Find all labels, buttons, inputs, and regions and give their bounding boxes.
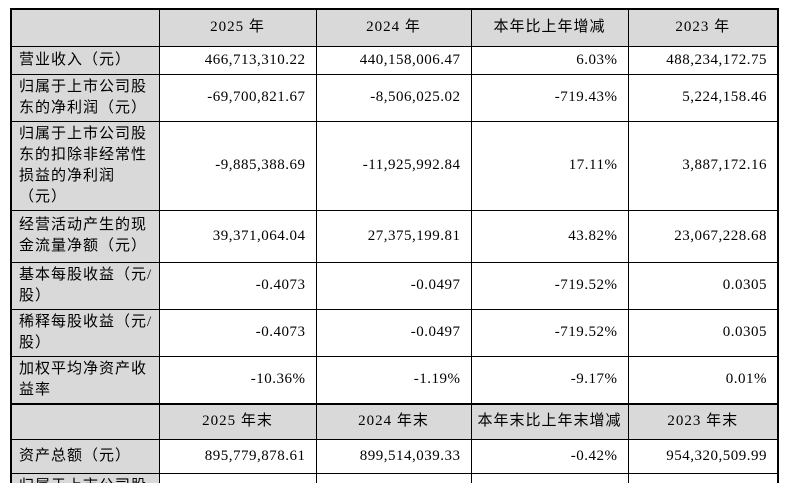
table2-header-end-change: 本年末比上年末增减 [470,402,629,440]
table-row-operating-cash-flow: 经营活动产生的现金流量净额（元） 39,371,064.04 27,375,19… [10,209,779,263]
table-row-net-profit: 归属于上市公司股东的净利润（元） -69,700,821.67 -8,506,0… [10,73,779,122]
cell-value: -11,925,992.84 [315,120,472,211]
cell-value: -0.4073 [158,261,317,310]
table1-header-2025: 2025 年 [158,8,317,47]
cell-value: 899,514,039.33 [315,439,472,474]
table-row-net-profit-excl-nonrecurring: 归属于上市公司股东的扣除非经常性损益的净利润（元） -9,885,388.69 … [10,120,779,211]
cell-value: 6.03% [470,45,629,75]
cell-value: 0.0305 [627,308,779,357]
table-row-net-assets: 归属于上市公司股东的净资产（元） 638,845,800.09 707,923,… [10,473,779,483]
cell-value: 440,158,006.47 [315,45,472,75]
cell-value: -0.4073 [158,308,317,357]
row-label: 基本每股收益（元/股） [10,261,160,310]
cell-value: -9.17% [470,355,629,404]
cell-value: -719.43% [470,73,629,122]
cell-value: 954,320,509.99 [627,439,779,474]
cell-value: -0.0497 [315,261,472,310]
cell-value: -8,506,025.02 [315,73,472,122]
cell-value: 488,234,172.75 [627,45,779,75]
cell-value: -69,700,821.67 [158,73,317,122]
cell-value: -1.19% [315,355,472,404]
table2-header-2023-end: 2023 年末 [627,402,779,440]
cell-value: -719.52% [470,308,629,357]
row-label: 稀释每股收益（元/股） [10,308,160,357]
table2-header-empty-cell [10,402,160,440]
cell-value: 466,713,310.22 [158,45,317,75]
row-label: 加权平均净资产收益率 [10,355,160,404]
cell-value: 719,962,113.31 [627,473,779,483]
cell-value: -0.42% [470,439,629,474]
cell-value: 0.01% [627,355,779,404]
cell-value: 895,779,878.61 [158,439,317,474]
table-row-total-assets: 资产总额（元） 895,779,878.61 899,514,039.33 -0… [10,439,779,474]
table-row-basic-eps: 基本每股收益（元/股） -0.4073 -0.0497 -719.52% 0.0… [10,261,779,310]
row-label: 经营活动产生的现金流量净额（元） [10,209,160,263]
table1-header-2023: 2023 年 [627,8,779,47]
cell-value: 23,067,228.68 [627,209,779,263]
cell-value: 0.0305 [627,261,779,310]
financial-summary-table: 2025 年 2024 年 本年比上年增减 2023 年 营业收入（元） 466… [10,8,779,483]
cell-value: 638,845,800.09 [158,473,317,483]
cell-value: 39,371,064.04 [158,209,317,263]
cell-value: -9,885,388.69 [158,120,317,211]
table1-header-2024: 2024 年 [315,8,472,47]
row-label: 资产总额（元） [10,439,160,474]
table-row-diluted-eps: 稀释每股收益（元/股） -0.4073 -0.0497 -719.52% 0.0… [10,308,779,357]
row-label: 归属于上市公司股东的净利润（元） [10,73,160,122]
cell-value: -0.0497 [315,308,472,357]
cell-value: 43.82% [470,209,629,263]
cell-value: -10.36% [158,355,317,404]
cell-value: 3,887,172.16 [627,120,779,211]
table2-header-2025-end: 2025 年末 [158,402,317,440]
table1-header-yoy-change: 本年比上年增减 [470,8,629,47]
cell-value: -9.76% [470,473,629,483]
cell-value: 17.11% [470,120,629,211]
cell-value: 27,375,199.81 [315,209,472,263]
table1-header-row: 2025 年 2024 年 本年比上年增减 2023 年 [10,8,779,47]
row-label: 归属于上市公司股东的净资产（元） [10,473,160,483]
table2-header-2024-end: 2024 年末 [315,402,472,440]
cell-value: -719.52% [470,261,629,310]
row-label: 营业收入（元） [10,45,160,75]
cell-value: 5,224,158.46 [627,73,779,122]
cell-value: 707,923,243.70 [315,473,472,483]
row-label: 归属于上市公司股东的扣除非经常性损益的净利润（元） [10,120,160,211]
table-row-weighted-avg-roe: 加权平均净资产收益率 -10.36% -1.19% -9.17% 0.01% [10,355,779,404]
table1-header-empty-cell [10,8,160,47]
table2-header-row: 2025 年末 2024 年末 本年末比上年末增减 2023 年末 [10,402,779,440]
table-row-operating-revenue: 营业收入（元） 466,713,310.22 440,158,006.47 6.… [10,45,779,75]
